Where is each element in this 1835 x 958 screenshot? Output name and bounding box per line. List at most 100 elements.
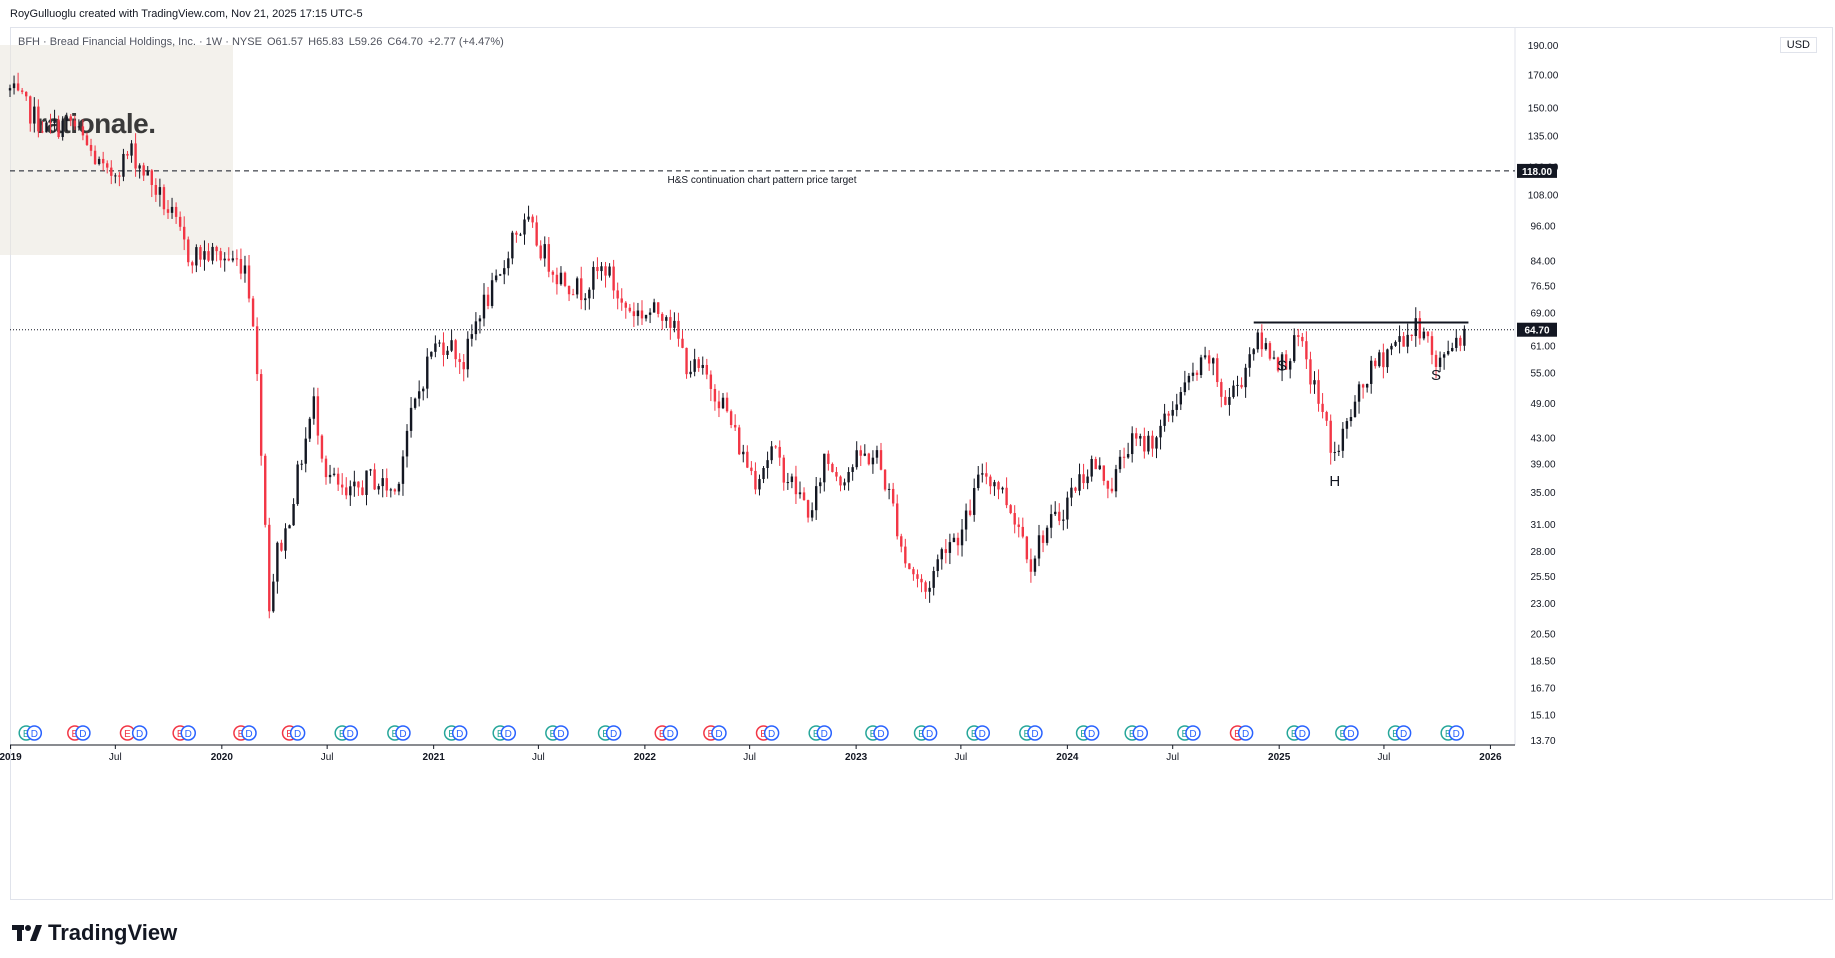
candle-body <box>223 258 226 261</box>
event-letter: D <box>1299 729 1306 740</box>
candle-body <box>729 411 733 425</box>
candle-body <box>802 492 806 501</box>
y-tick-label: 25.50 <box>1530 572 1555 583</box>
event-letter: D <box>877 729 884 740</box>
candle-body <box>142 165 145 176</box>
candle-body <box>292 504 295 526</box>
event-letter: D <box>821 729 828 740</box>
y-tick-label: 76.50 <box>1530 281 1555 292</box>
candle-body <box>324 458 328 478</box>
candle-body <box>12 83 16 89</box>
candle-body <box>1297 335 1300 337</box>
dividend-marker <box>605 725 622 741</box>
candle-body <box>1276 357 1280 371</box>
candle-body <box>1009 505 1012 514</box>
candle-body <box>774 446 777 448</box>
candle-body <box>1058 511 1061 521</box>
candle-body <box>697 359 700 368</box>
event-letter: D <box>1453 729 1460 740</box>
candle-body <box>515 232 518 235</box>
candle-body <box>600 266 603 272</box>
candle-body <box>661 313 664 321</box>
candle-body <box>786 482 790 484</box>
symbol-legend[interactable]: BFH · Bread Financial Holdings, Inc. · 1… <box>18 36 506 48</box>
candle-body <box>409 407 413 431</box>
candle-body <box>89 144 93 151</box>
candle-body <box>754 470 757 490</box>
candle-body <box>45 122 48 133</box>
currency-button[interactable]: USD <box>1779 37 1817 53</box>
candle-body <box>839 476 842 486</box>
tradingview-logo[interactable]: TradingView <box>12 920 177 946</box>
candle-body <box>742 451 745 455</box>
dividend-marker <box>1294 725 1311 741</box>
ohlc-open: O61.57 <box>266 36 304 48</box>
candle-body <box>1090 459 1093 477</box>
event-letter: E <box>1129 729 1136 740</box>
candle-body <box>632 311 636 317</box>
candle-body <box>766 460 769 469</box>
candle-body <box>977 474 980 489</box>
candle-body <box>474 321 478 335</box>
candle-body <box>596 266 599 272</box>
candle-body <box>511 232 514 259</box>
candle-body <box>1410 334 1413 336</box>
candle-body <box>648 312 652 315</box>
candle-body <box>73 120 77 127</box>
candle-body <box>1212 358 1215 364</box>
candle-body <box>1333 452 1336 454</box>
candle-body <box>33 106 36 124</box>
candle-body <box>1325 411 1328 421</box>
candle-body <box>417 391 421 399</box>
candle-body <box>875 450 879 458</box>
candle-body <box>721 397 725 409</box>
candle-body <box>985 473 988 477</box>
candle-body <box>681 338 684 348</box>
ohlc-change: +2.77 (+4.47%) <box>427 36 504 48</box>
candle-body <box>1082 474 1085 484</box>
candle-body <box>1179 392 1183 405</box>
candle-body <box>843 482 846 486</box>
candle-body <box>928 587 931 592</box>
candle-body <box>575 278 579 295</box>
candle-body <box>369 469 372 471</box>
event-letter: D <box>1088 729 1095 740</box>
candle-body <box>904 546 907 564</box>
candle-body <box>1130 433 1134 455</box>
dividend-marker <box>763 725 780 741</box>
candle-body <box>1252 349 1255 355</box>
candle-body <box>1159 425 1162 438</box>
dividend-marker <box>241 725 257 741</box>
candle-body <box>896 503 899 537</box>
event-letter: E <box>177 729 184 740</box>
y-tick-label: 28.00 <box>1530 547 1555 558</box>
candle-body <box>288 525 291 529</box>
dividend-marker <box>1132 725 1149 741</box>
candle-body <box>879 450 883 470</box>
candle-body <box>819 482 822 487</box>
candle-body <box>1374 360 1377 367</box>
candle-body <box>1224 396 1227 405</box>
event-letter: D <box>1400 729 1407 740</box>
candle-body <box>361 487 364 495</box>
candle-body <box>677 320 680 339</box>
candle-body <box>1187 375 1191 383</box>
candle-body <box>1078 474 1081 491</box>
candle-body <box>20 90 24 92</box>
candle-body <box>1021 526 1025 537</box>
candle-body <box>887 488 891 490</box>
candle-body <box>1268 343 1272 359</box>
candle-body <box>1293 335 1296 362</box>
candle-body <box>1232 385 1235 398</box>
candle-body <box>859 450 862 456</box>
candle-body <box>25 91 28 97</box>
candle-body <box>863 453 867 456</box>
candle-body <box>713 388 717 402</box>
event-letter: E <box>1340 729 1347 740</box>
dividend-marker <box>662 725 679 741</box>
event-letter: E <box>870 729 877 740</box>
candle-body <box>1378 352 1381 367</box>
candle-body <box>272 581 275 612</box>
candle-body <box>365 470 368 495</box>
